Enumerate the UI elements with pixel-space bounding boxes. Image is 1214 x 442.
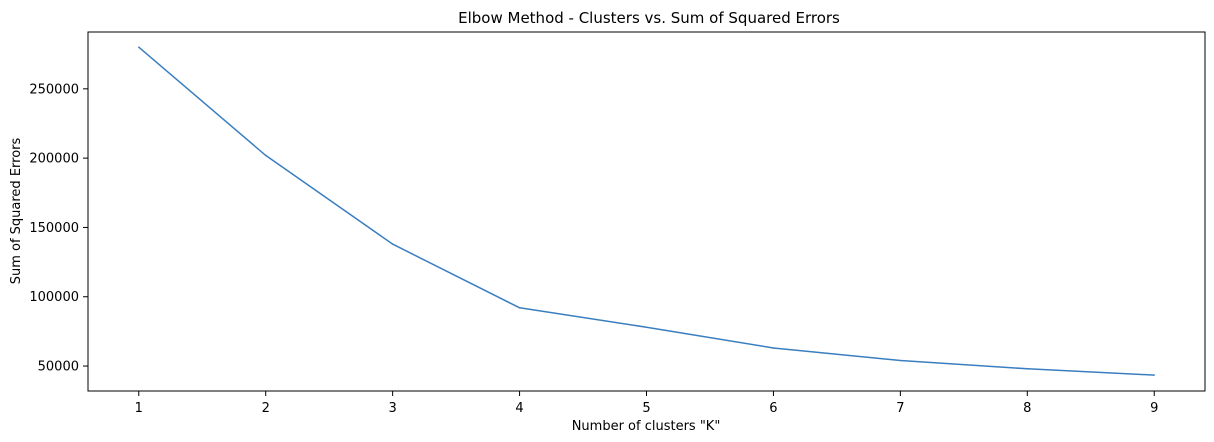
y-axis: 50000 100000 150000 200000 250000 xyxy=(29,82,88,375)
y-tick-label: 250000 xyxy=(29,82,79,97)
data-point xyxy=(1026,368,1029,370)
y-tick-label: 150000 xyxy=(29,221,79,236)
sse-line xyxy=(138,46,1155,376)
data-point xyxy=(1153,374,1155,376)
x-tick-label: 4 xyxy=(515,401,523,416)
x-tick-label: 8 xyxy=(1023,401,1031,416)
x-tick-label: 5 xyxy=(642,401,650,416)
y-tick-label: 200000 xyxy=(29,152,79,167)
data-point xyxy=(645,326,648,328)
plot-area-frame xyxy=(87,31,1206,392)
series-layer xyxy=(138,46,1155,376)
x-tick-label: 6 xyxy=(769,401,777,416)
x-tick-label: 2 xyxy=(262,401,270,416)
data-point xyxy=(899,359,902,362)
y-tick-label: 50000 xyxy=(38,360,79,375)
x-axis-title: Number of clusters "K" xyxy=(572,419,721,434)
x-tick-label: 7 xyxy=(896,401,904,416)
data-point xyxy=(138,46,140,48)
data-point xyxy=(391,243,394,245)
data-point xyxy=(772,347,775,349)
x-tick-label: 3 xyxy=(388,401,396,416)
x-tick-label: 1 xyxy=(135,401,143,416)
chart-title: Elbow Method - Clusters vs. Sum of Squar… xyxy=(458,9,840,27)
y-tick-label: 100000 xyxy=(29,290,79,305)
data-point xyxy=(264,154,267,157)
x-axis: 1 2 3 4 5 6 7 8 9 xyxy=(135,391,1158,416)
x-tick-label: 9 xyxy=(1150,401,1158,416)
data-point xyxy=(518,307,521,309)
y-axis-title: Sum of Squared Errors xyxy=(9,137,24,284)
